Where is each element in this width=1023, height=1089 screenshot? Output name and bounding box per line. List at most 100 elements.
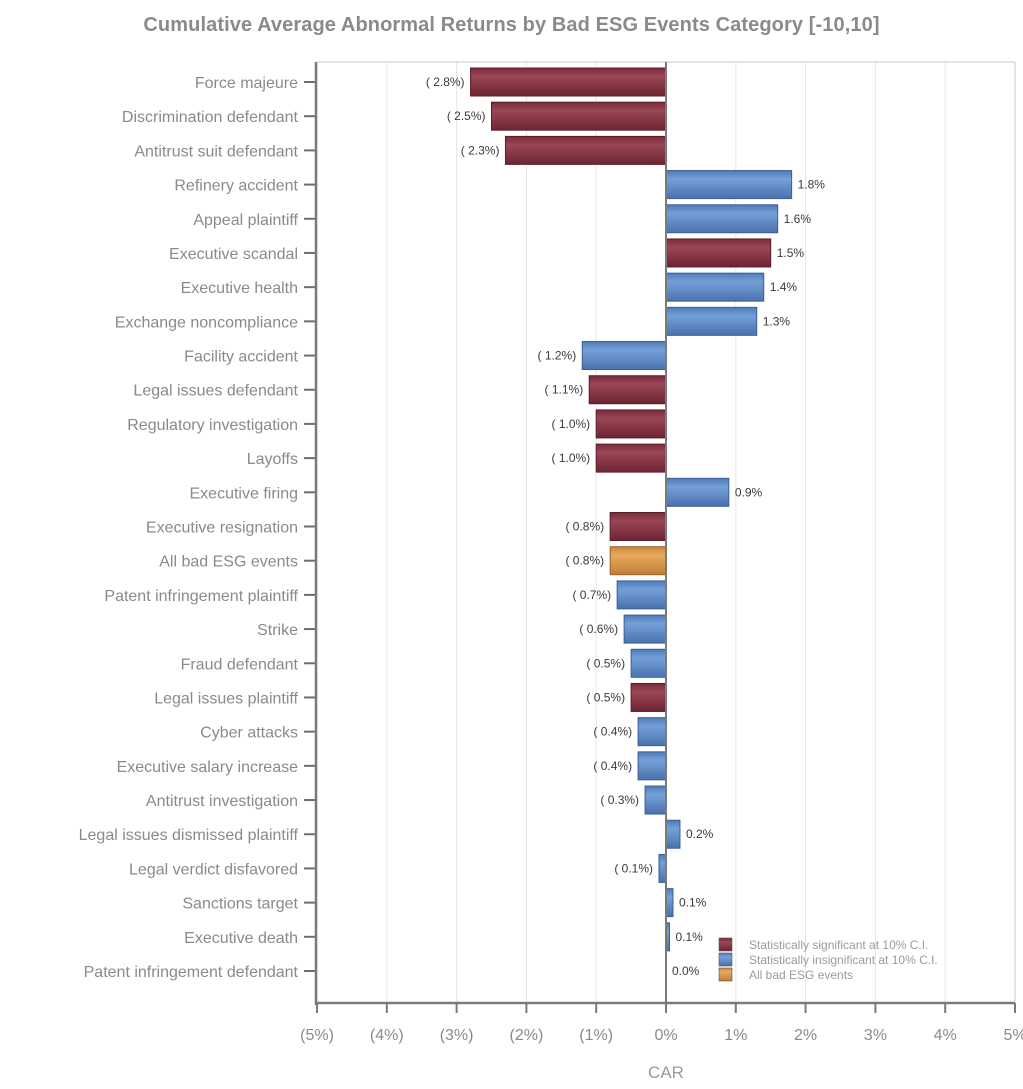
category-label: Executive resignation [146, 520, 298, 537]
label-layer: ( 2.8%) Force majeure ( 2.5%) Discriminatio… [79, 75, 1023, 1044]
bar-insignificant [637, 717, 667, 747]
data-label: ( 2.5%) [447, 109, 486, 123]
data-label: ( 1.0%) [552, 417, 591, 431]
bar-insignificant [637, 751, 667, 781]
x-tick-label: (5%) [300, 1027, 334, 1044]
data-label: ( 0.6%) [579, 622, 618, 636]
bar-all [609, 546, 667, 576]
data-label: ( 1.0%) [552, 451, 591, 465]
axis-layer [304, 61, 1016, 1013]
legend-swatch-significant [718, 937, 733, 952]
bar-insignificant [665, 888, 674, 918]
data-label: ( 0.5%) [586, 690, 625, 704]
category-label: Fraud defendant [181, 656, 299, 673]
legend-label-all: All bad ESG events [749, 968, 853, 982]
category-label: Regulatory investigation [127, 417, 298, 434]
data-label: 0.2% [686, 827, 714, 841]
data-label: 0.1% [679, 896, 707, 910]
data-label: 1.4% [770, 280, 798, 294]
bar-insignificant [665, 819, 681, 849]
bar-insignificant [665, 272, 765, 302]
bar-insignificant [616, 580, 667, 610]
x-tick-label: (2%) [510, 1027, 544, 1044]
category-label: All bad ESG events [159, 554, 298, 571]
category-label: Executive scandal [169, 246, 298, 263]
x-tick-label: 4% [934, 1027, 957, 1044]
category-label: Antitrust suit defendant [134, 143, 298, 160]
data-label: ( 2.8%) [426, 75, 465, 89]
x-tick-label: 3% [864, 1027, 887, 1044]
data-label: ( 0.1%) [614, 861, 653, 875]
category-label: Executive health [181, 280, 298, 297]
category-label: Executive salary increase [117, 759, 299, 776]
data-label: 1.8% [798, 178, 826, 192]
category-label: Executive firing [190, 485, 299, 502]
category-label: Strike [257, 622, 298, 639]
category-label: Layoffs [247, 451, 298, 468]
bar-insignificant [644, 785, 667, 815]
legend-swatch-all [718, 967, 733, 982]
bar-insignificant [630, 648, 667, 678]
category-label: Antitrust investigation [146, 793, 298, 810]
x-tick-label: (4%) [370, 1027, 404, 1044]
data-label: ( 1.2%) [538, 349, 577, 363]
data-label: 0.0% [672, 964, 700, 978]
data-label: ( 0.4%) [593, 725, 632, 739]
category-label: Facility accident [184, 349, 298, 366]
data-label: 1.6% [784, 212, 812, 226]
legend-label-significant: Statistically significant at 10% C.I. [749, 938, 928, 952]
x-tick-label: (3%) [440, 1027, 474, 1044]
bar-insignificant [665, 477, 730, 507]
bar-insignificant [581, 341, 667, 371]
category-label: Appeal plaintiff [193, 212, 298, 229]
legend-swatch-insignificant [718, 952, 733, 967]
bar-significant [588, 375, 667, 405]
category-label: Legal issues defendant [133, 383, 298, 400]
data-label: ( 2.3%) [461, 143, 500, 157]
x-tick-label: 2% [794, 1027, 817, 1044]
data-label: ( 0.8%) [565, 520, 604, 534]
data-label: ( 0.3%) [600, 793, 639, 807]
data-label: ( 0.8%) [565, 554, 604, 568]
bar-significant [491, 101, 667, 131]
bar-insignificant [665, 204, 779, 234]
bar-significant [595, 409, 667, 439]
legend: Statistically significant at 10% C.I.Sta… [718, 937, 938, 982]
bar-significant [595, 443, 667, 473]
category-label: Legal issues plaintiff [154, 690, 298, 707]
data-label: 0.9% [735, 485, 763, 499]
bar-significant [470, 67, 667, 97]
x-axis-title: CAR [648, 1063, 684, 1082]
bar-significant [665, 238, 772, 268]
bar-layer [470, 67, 793, 952]
data-label: 1.5% [777, 246, 805, 260]
data-label: ( 0.4%) [593, 759, 632, 773]
data-label: ( 0.7%) [572, 588, 611, 602]
data-label: ( 0.5%) [586, 656, 625, 670]
bar-insignificant [665, 170, 793, 200]
bar-significant [609, 512, 667, 541]
data-label: 0.1% [675, 930, 703, 944]
category-label: Sanctions target [182, 896, 298, 913]
category-label: Legal verdict disfavored [129, 861, 298, 878]
chart-title: Cumulative Average Abnormal Returns by B… [143, 14, 880, 36]
bar-insignificant [665, 306, 758, 336]
data-label: ( 1.1%) [545, 383, 584, 397]
category-label: Exchange noncompliance [115, 314, 298, 331]
x-tick-label: 1% [724, 1027, 747, 1044]
category-label: Force majeure [195, 75, 298, 92]
category-label: Patent infringement defendant [84, 964, 299, 981]
data-label: 1.3% [763, 314, 791, 328]
bar-significant [504, 135, 667, 165]
category-label: Refinery accident [174, 178, 298, 195]
x-tick-label: 5% [1003, 1027, 1023, 1044]
x-tick-label: (1%) [579, 1027, 613, 1044]
bar-significant [630, 682, 667, 712]
category-label: Legal issues dismissed plaintiff [79, 827, 299, 844]
bar-insignificant [658, 853, 667, 883]
category-label: Executive death [184, 930, 298, 947]
category-label: Cyber attacks [200, 725, 298, 742]
bar-insignificant [623, 614, 667, 644]
legend-label-insignificant: Statistically insignificant at 10% C.I. [749, 953, 938, 967]
x-tick-label: 0% [654, 1027, 677, 1044]
